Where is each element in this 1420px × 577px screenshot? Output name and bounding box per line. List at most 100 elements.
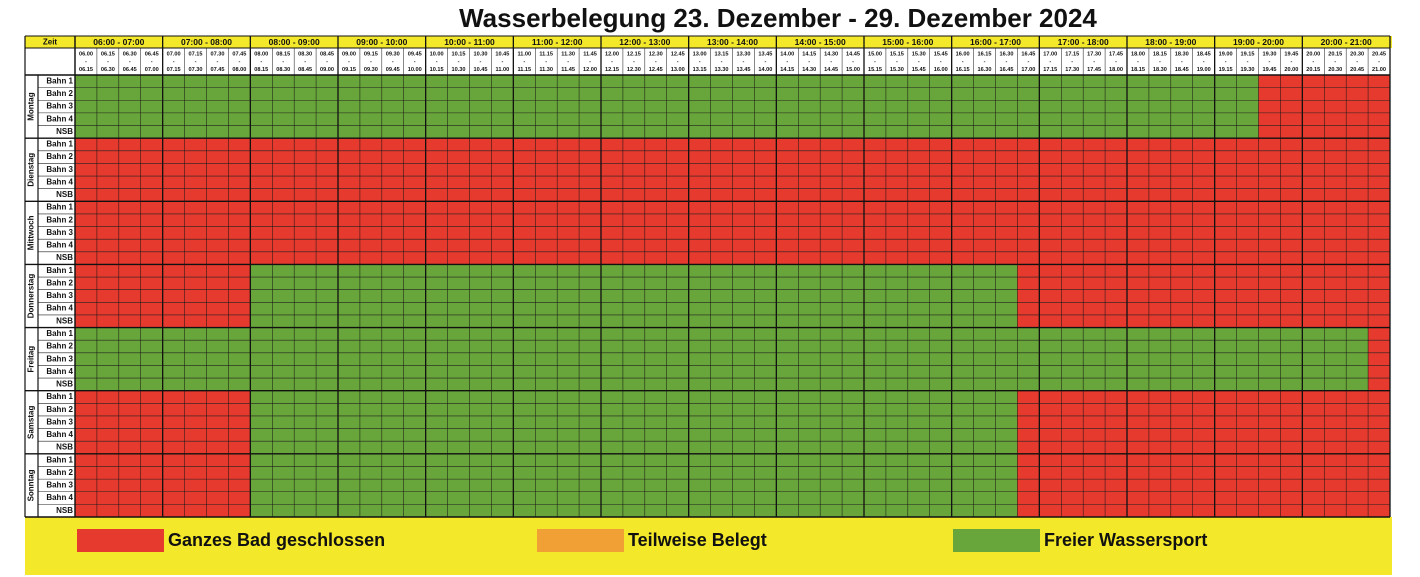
slot-cell bbox=[754, 75, 777, 139]
slot-cell bbox=[776, 453, 799, 517]
slot-cell bbox=[557, 453, 580, 517]
slot-cell bbox=[688, 138, 711, 202]
slot-cell bbox=[359, 390, 383, 454]
slot-cell bbox=[140, 75, 163, 139]
slot-start: 08.45 bbox=[320, 51, 334, 57]
slot-cell bbox=[425, 327, 448, 391]
slot-cell bbox=[798, 390, 821, 454]
hour-header-band bbox=[25, 36, 1392, 48]
slot-cell bbox=[381, 327, 405, 391]
slot-cell bbox=[1105, 453, 1128, 517]
lane-label: Bahn 2 bbox=[46, 278, 73, 287]
slot-start: 08.15 bbox=[276, 51, 290, 57]
lane-label: Bahn 1 bbox=[46, 203, 73, 212]
slot-cell bbox=[864, 201, 887, 265]
lane-label: NSB bbox=[56, 127, 73, 136]
slot-separator: - bbox=[282, 59, 284, 65]
slot-cell bbox=[1346, 75, 1369, 139]
slot-cell bbox=[75, 264, 98, 328]
slot-cell bbox=[469, 453, 492, 517]
slot-cell bbox=[622, 201, 646, 265]
slot-cell bbox=[951, 201, 974, 265]
slot-cell bbox=[359, 138, 383, 202]
slot-cell bbox=[294, 264, 317, 328]
slot-separator: - bbox=[1071, 59, 1073, 65]
slot-cell bbox=[272, 327, 295, 391]
slot-cell bbox=[1258, 264, 1281, 328]
slot-cell bbox=[1105, 138, 1128, 202]
slot-cell bbox=[338, 138, 361, 202]
slot-separator: - bbox=[655, 59, 657, 65]
slot-cell bbox=[973, 201, 996, 265]
slot-end: 20.15 bbox=[1306, 67, 1320, 73]
slot-cell bbox=[820, 264, 843, 328]
slot-cell bbox=[403, 75, 426, 139]
slot-cell bbox=[820, 327, 843, 391]
slot-cell bbox=[513, 201, 536, 265]
slot-separator: - bbox=[414, 59, 416, 65]
slot-cell bbox=[710, 75, 733, 139]
slot-separator: - bbox=[918, 59, 920, 65]
slot-end: 18.45 bbox=[1175, 67, 1189, 73]
slot-start: 06.00 bbox=[79, 51, 93, 57]
slot-cell bbox=[1192, 390, 1215, 454]
slot-end: 19.15 bbox=[1219, 67, 1233, 73]
slot-cell bbox=[162, 453, 185, 517]
slot-cell bbox=[1039, 390, 1062, 454]
slot-cell bbox=[75, 75, 98, 139]
slot-cell bbox=[601, 327, 624, 391]
slot-cell bbox=[666, 201, 689, 265]
slot-end: 06.45 bbox=[123, 67, 137, 73]
slot-end: 17.00 bbox=[1021, 67, 1035, 73]
slot-start: 18.45 bbox=[1197, 51, 1211, 57]
slot-separator: - bbox=[480, 59, 482, 65]
lane-label: Bahn 4 bbox=[46, 114, 73, 123]
lane-label: Bahn 1 bbox=[46, 266, 73, 275]
slot-cell bbox=[513, 75, 536, 139]
slot-separator: - bbox=[217, 59, 219, 65]
slot-cell bbox=[929, 138, 952, 202]
slot-cell bbox=[1236, 453, 1259, 517]
slot-cell bbox=[929, 201, 952, 265]
slot-cell bbox=[206, 453, 229, 517]
slot-cell bbox=[1236, 75, 1259, 139]
slot-start: 08.30 bbox=[298, 51, 312, 57]
slot-separator: - bbox=[962, 59, 964, 65]
lane-label: Bahn 2 bbox=[46, 468, 73, 477]
slot-cell bbox=[1214, 75, 1237, 139]
slot-cell bbox=[1017, 390, 1040, 454]
slot-cell bbox=[1017, 453, 1040, 517]
hour-label: 20:00 - 21:00 bbox=[1321, 37, 1372, 47]
slot-cell bbox=[995, 390, 1018, 454]
slot-cell bbox=[1280, 390, 1303, 454]
slot-cell bbox=[622, 75, 646, 139]
slot-end: 20.45 bbox=[1350, 67, 1364, 73]
slot-end: 16.45 bbox=[999, 67, 1013, 73]
slot-cell bbox=[140, 138, 163, 202]
slot-cell bbox=[162, 327, 185, 391]
slot-cell bbox=[272, 264, 295, 328]
slot-cell bbox=[688, 264, 711, 328]
slot-separator: - bbox=[1356, 59, 1358, 65]
slot-start: 16.45 bbox=[1021, 51, 1035, 57]
slot-cell bbox=[579, 201, 602, 265]
slot-cell bbox=[425, 390, 448, 454]
hour-label: 10:00 - 11:00 bbox=[444, 37, 495, 47]
slot-end: 08.15 bbox=[254, 67, 268, 73]
slot-separator: - bbox=[1006, 59, 1008, 65]
slot-end: 20.30 bbox=[1328, 67, 1342, 73]
slot-end: 11.15 bbox=[517, 67, 531, 73]
slot-cell bbox=[776, 201, 799, 265]
slot-end: 15.45 bbox=[912, 67, 926, 73]
slot-end: 10.30 bbox=[452, 67, 466, 73]
slot-cell bbox=[206, 138, 229, 202]
slot-end: 20.00 bbox=[1284, 67, 1298, 73]
slot-cell bbox=[1127, 75, 1150, 139]
lane-label: Bahn 3 bbox=[46, 228, 73, 237]
slot-cell bbox=[732, 264, 755, 328]
slot-cell bbox=[973, 264, 996, 328]
slot-cell bbox=[776, 327, 799, 391]
slot-cell bbox=[338, 390, 361, 454]
slot-cell bbox=[75, 201, 98, 265]
slot-cell bbox=[403, 390, 426, 454]
